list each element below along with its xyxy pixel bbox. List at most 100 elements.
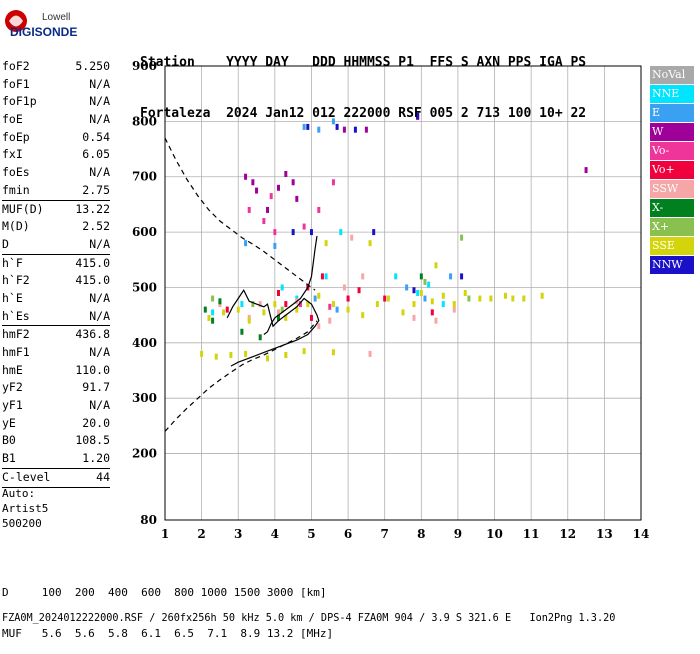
param-row: M(D) 2.52 [2,218,110,236]
param-row: h`F 415.0 [2,255,110,273]
echo-point [331,179,335,186]
echo-point [383,295,387,302]
echo-point [214,353,218,360]
x-tick-label: 11 [523,527,540,541]
echo-point [317,292,321,299]
legend-item: Vo- [650,142,694,160]
echo-point [419,273,423,280]
echo-point [277,314,281,321]
param-value: 1.20 [82,451,110,466]
echo-point [412,287,416,294]
param-row: yF1 N/A [2,397,110,415]
echo-point [262,218,266,225]
echo-point [317,206,321,213]
param-row: foEs N/A [2,164,110,182]
echo-point [423,278,427,285]
param-row: B0 108.5 [2,432,110,450]
param-row: h`F2 415.0 [2,272,110,290]
y-tick-label: 600 [132,225,157,239]
echo-point [342,284,346,291]
echo-point [280,284,284,291]
param-label: fxI [2,147,23,162]
param-separator [2,199,110,201]
echo-point [247,206,251,213]
echo-point [328,317,332,324]
y-tick-label: 500 [132,280,157,294]
x-tick-label: 12 [559,527,576,541]
echo-point [511,295,515,302]
param-label: h`F2 [2,273,30,288]
echo-point [258,334,262,341]
echo-point [419,290,423,296]
echo-point [203,306,207,313]
param-row: h`Es N/A [2,308,110,326]
param-label: MUF(D) [2,201,44,216]
param-value: 20.0 [82,415,110,430]
x-tick-label: 8 [417,527,425,541]
echo-point [277,290,281,296]
param-row: B1 1.20 [2,450,110,468]
logo-swoosh [9,15,23,27]
echo-point [280,306,284,313]
echo-point [401,309,405,316]
param-value: 91.7 [82,380,110,395]
param-label: B0 [2,433,16,448]
echo-point [452,301,456,308]
x-tick-label: 5 [307,527,315,541]
x-tick-label: 6 [344,527,352,541]
echo-point [386,295,390,302]
param-value: N/A [89,76,110,91]
legend-item: X+ [650,218,694,236]
x-tick-label: 7 [381,527,389,541]
param-label: D [2,236,9,251]
x-tick-label: 4 [271,527,279,541]
echo-point [236,306,240,313]
echo-point [244,240,248,247]
legend-item: SSW [650,180,694,198]
echo-point [540,292,544,299]
echo-point [291,229,295,236]
param-label: foF2 [2,59,30,73]
echo-point [346,306,350,313]
param-label: h`F [2,255,23,270]
file-info-row: FZA0M_2024012222000.RSF / 260fx256h 50 k… [2,613,616,624]
param-row: yF2 91.7 [2,379,110,397]
param-label: foF1 [2,76,30,91]
param-label: foEp [2,129,30,144]
echo-point [207,314,211,321]
echo-point [357,287,361,294]
ionogram-chart: 1 2 3 4 5 6 7 8 9 10 11 12 13 14802003004005006007008… [132,59,650,541]
echo-point [335,306,339,313]
y-tick-label: 900 [132,59,157,73]
echo-point [306,123,310,130]
legend: NoVal NNE E W Vo- Vo+ SSW X- X+ SSE NNW [650,66,694,275]
echo-point [251,179,255,186]
echo-point [309,314,313,321]
param-row: foF2 5.250 [2,58,110,76]
echo-point [339,229,343,236]
param-value: N/A [89,345,110,359]
echo-point [247,317,251,324]
legend-item: NNE [650,85,694,103]
logo-line2: DIGISONDE [10,25,78,39]
echo-point [368,240,372,247]
param-label: yF1 [2,398,23,413]
echo-point [222,309,226,316]
param-row: yE 20.0 [2,415,110,433]
echo-point [306,301,310,308]
echo-point [361,273,365,280]
echo-point [342,126,346,133]
echo-point [244,173,248,180]
x-tick-label: 14 [633,527,650,541]
param-value: 2.75 [82,182,110,197]
echo-point [284,314,288,321]
echo-point [489,295,493,302]
param-value: N/A [89,308,110,323]
legend-item: NNW [650,256,694,274]
autoscaling-info: Auto: Artist5 500200 [2,486,48,531]
x-tick-label: 9 [454,527,462,541]
echo-point [331,301,335,308]
param-value: N/A [89,112,110,127]
x-tick-label: 2 [197,527,205,541]
legend-item: E [650,104,694,122]
